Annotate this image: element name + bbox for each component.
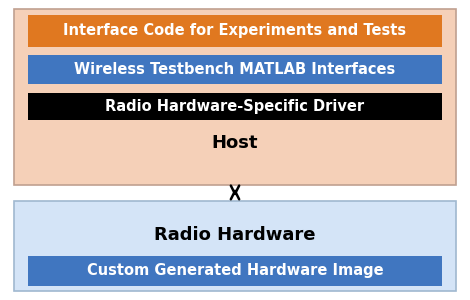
Text: Host: Host — [212, 134, 258, 152]
Text: Wireless Testbench MATLAB Interfaces: Wireless Testbench MATLAB Interfaces — [74, 62, 396, 77]
Bar — [28, 55, 442, 84]
Bar — [14, 201, 456, 291]
Text: Radio Hardware-Specific Driver: Radio Hardware-Specific Driver — [105, 99, 365, 114]
Text: Interface Code for Experiments and Tests: Interface Code for Experiments and Tests — [63, 23, 407, 38]
Bar — [28, 93, 442, 120]
Bar — [14, 9, 456, 184]
Bar — [28, 15, 442, 46]
Text: Custom Generated Hardware Image: Custom Generated Hardware Image — [86, 263, 384, 278]
Text: Radio Hardware: Radio Hardware — [154, 226, 316, 244]
Bar — [28, 256, 442, 286]
